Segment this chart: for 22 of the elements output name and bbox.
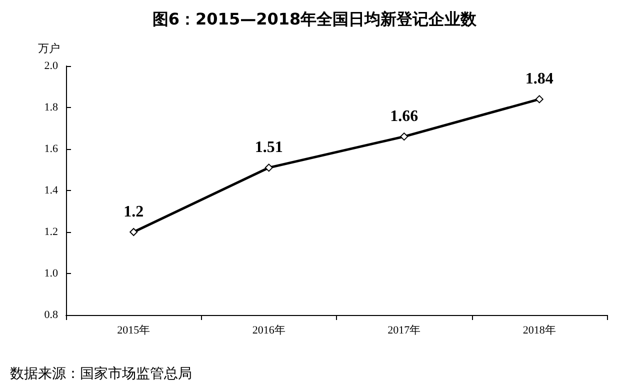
- y-tick-label: 1.2: [44, 226, 58, 238]
- data-label: 1.2: [124, 204, 144, 220]
- data-label: 1.51: [254, 139, 283, 156]
- y-tick-label: 1.6: [44, 143, 58, 155]
- chart-title: 图6：2015—2018年全国日均新登记企业数: [152, 10, 478, 28]
- y-tick-label: 2.0: [44, 60, 58, 72]
- y-axis-title: 万户: [38, 42, 60, 55]
- y-tick-label: 1.4: [44, 184, 58, 196]
- x-tick-label: 2018年: [522, 324, 556, 336]
- data-label: 1.66: [390, 108, 418, 126]
- y-tick-label: 0.8: [44, 309, 58, 321]
- x-tick-label: 2016年: [252, 324, 286, 336]
- data-label: 1.84: [525, 70, 554, 88]
- source-note: 数据来源：国家市场监管总局: [10, 366, 192, 382]
- point: [400, 132, 408, 141]
- x-tick-label: 2017年: [388, 324, 421, 336]
- y-tick-label: 1.8: [44, 102, 58, 114]
- x-tick-label: 2015年: [117, 324, 150, 336]
- point: [130, 228, 138, 236]
- y-tick-label: 1.0: [44, 268, 58, 280]
- point: [264, 164, 273, 172]
- point: [535, 95, 544, 104]
